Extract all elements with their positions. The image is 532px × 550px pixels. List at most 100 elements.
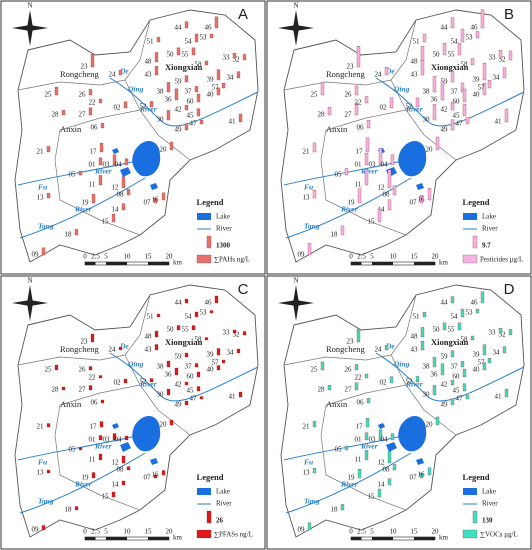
site-label: 08 [383,466,391,474]
lake [378,148,424,190]
scale-segment [85,262,96,265]
scale-label: 20 [432,528,440,536]
scale-label: 10 [124,528,132,536]
north-label: N [293,2,298,10]
site-label: 33 [223,329,231,337]
legend-label: Lake [216,213,230,221]
site-label: 22 [355,99,363,107]
site-label: 19 [348,474,356,482]
site-label: 23 [81,338,89,346]
site-label: 37 [451,363,459,371]
scale-segment [148,262,169,265]
site-label: 53 [466,34,474,42]
site-bar [354,103,359,116]
site-label: 12 [378,184,386,192]
site-bar [98,453,103,461]
site-bar [340,504,345,511]
site-label: 33 [489,54,497,62]
site-label: 07 [410,474,418,482]
site-bar [118,70,123,76]
site-bar [98,435,103,441]
site-label: 51 [413,38,421,46]
site-label: 32 [233,56,241,64]
lake [378,423,424,465]
lake [132,415,161,452]
site-label: 16 [418,471,426,479]
site-bar [169,419,174,426]
site-label: 57 [478,84,486,92]
site-label: 51 [147,313,155,321]
site-bar [457,322,462,331]
site-bar [41,525,46,531]
site-bar [196,371,201,378]
site-bar [340,225,345,236]
site-label: 57 [212,84,220,92]
site-label: 40 [207,366,215,374]
site-label: 44 [441,24,449,32]
legend-unit: ∑PFASs ng/L [214,531,253,539]
site-bar [46,423,51,428]
site-label: 18 [65,506,73,514]
site-bar [238,391,243,398]
site-bar [482,83,487,96]
site-label: 19 [82,474,90,482]
site-label: 02 [114,379,122,387]
site-bar [390,433,395,441]
site-bar [307,243,312,256]
site-bar [487,80,492,89]
site-label: 24 [109,71,117,79]
site-label: 28 [52,111,60,119]
scale-segment [372,537,393,540]
site-bar [440,363,445,376]
site-label: 39 [473,76,481,84]
site-bar [154,66,159,76]
site-label: 12 [112,459,120,467]
site-label: 36 [431,371,439,379]
site-label: 14 [378,481,386,489]
site-label: 09 [32,526,40,534]
scale-label: 20 [432,253,440,261]
place-label: Xiongxian [431,62,469,72]
site-bar [312,190,317,199]
site-bar [432,76,437,93]
site-bar [470,335,475,341]
site-bar [357,469,362,479]
site-label: 58 [461,336,469,344]
site-label: 43 [411,346,419,354]
river-label: River [94,167,112,176]
site-label: 03 [103,161,111,169]
site-label: 03 [103,436,111,444]
site-label: 27 [79,111,87,119]
site-bar [415,97,420,108]
site-label: 05 [69,171,77,179]
place-label: Rongcheng [60,344,99,354]
site-bar [450,17,455,29]
site-bar [161,470,166,476]
site-bar [196,108,201,117]
site-label: 19 [348,199,356,207]
site-label: 30 [423,116,431,124]
site-bar [419,195,424,204]
site-label: 15 [368,218,376,226]
site-bar [420,46,425,63]
river [109,77,259,127]
site-bar [450,380,455,386]
site-bar [415,376,420,383]
site-bar [450,296,455,304]
site-label: 55 [182,326,190,334]
scale-segment [414,537,435,540]
site-bar [126,189,131,196]
site-label: 53 [200,34,208,42]
site-bar [432,104,437,121]
scale-label: 2.5 [357,253,366,261]
site-bar [196,386,201,392]
site-bar [365,418,370,428]
site-label: 08 [117,466,125,474]
site-bar [46,193,51,199]
site-label: 39 [207,76,215,84]
site-label: 20 [160,146,168,154]
site-label: 24 [375,71,383,79]
legend-bar [472,510,478,524]
north-label: N [27,277,32,285]
site-bar [460,28,465,43]
